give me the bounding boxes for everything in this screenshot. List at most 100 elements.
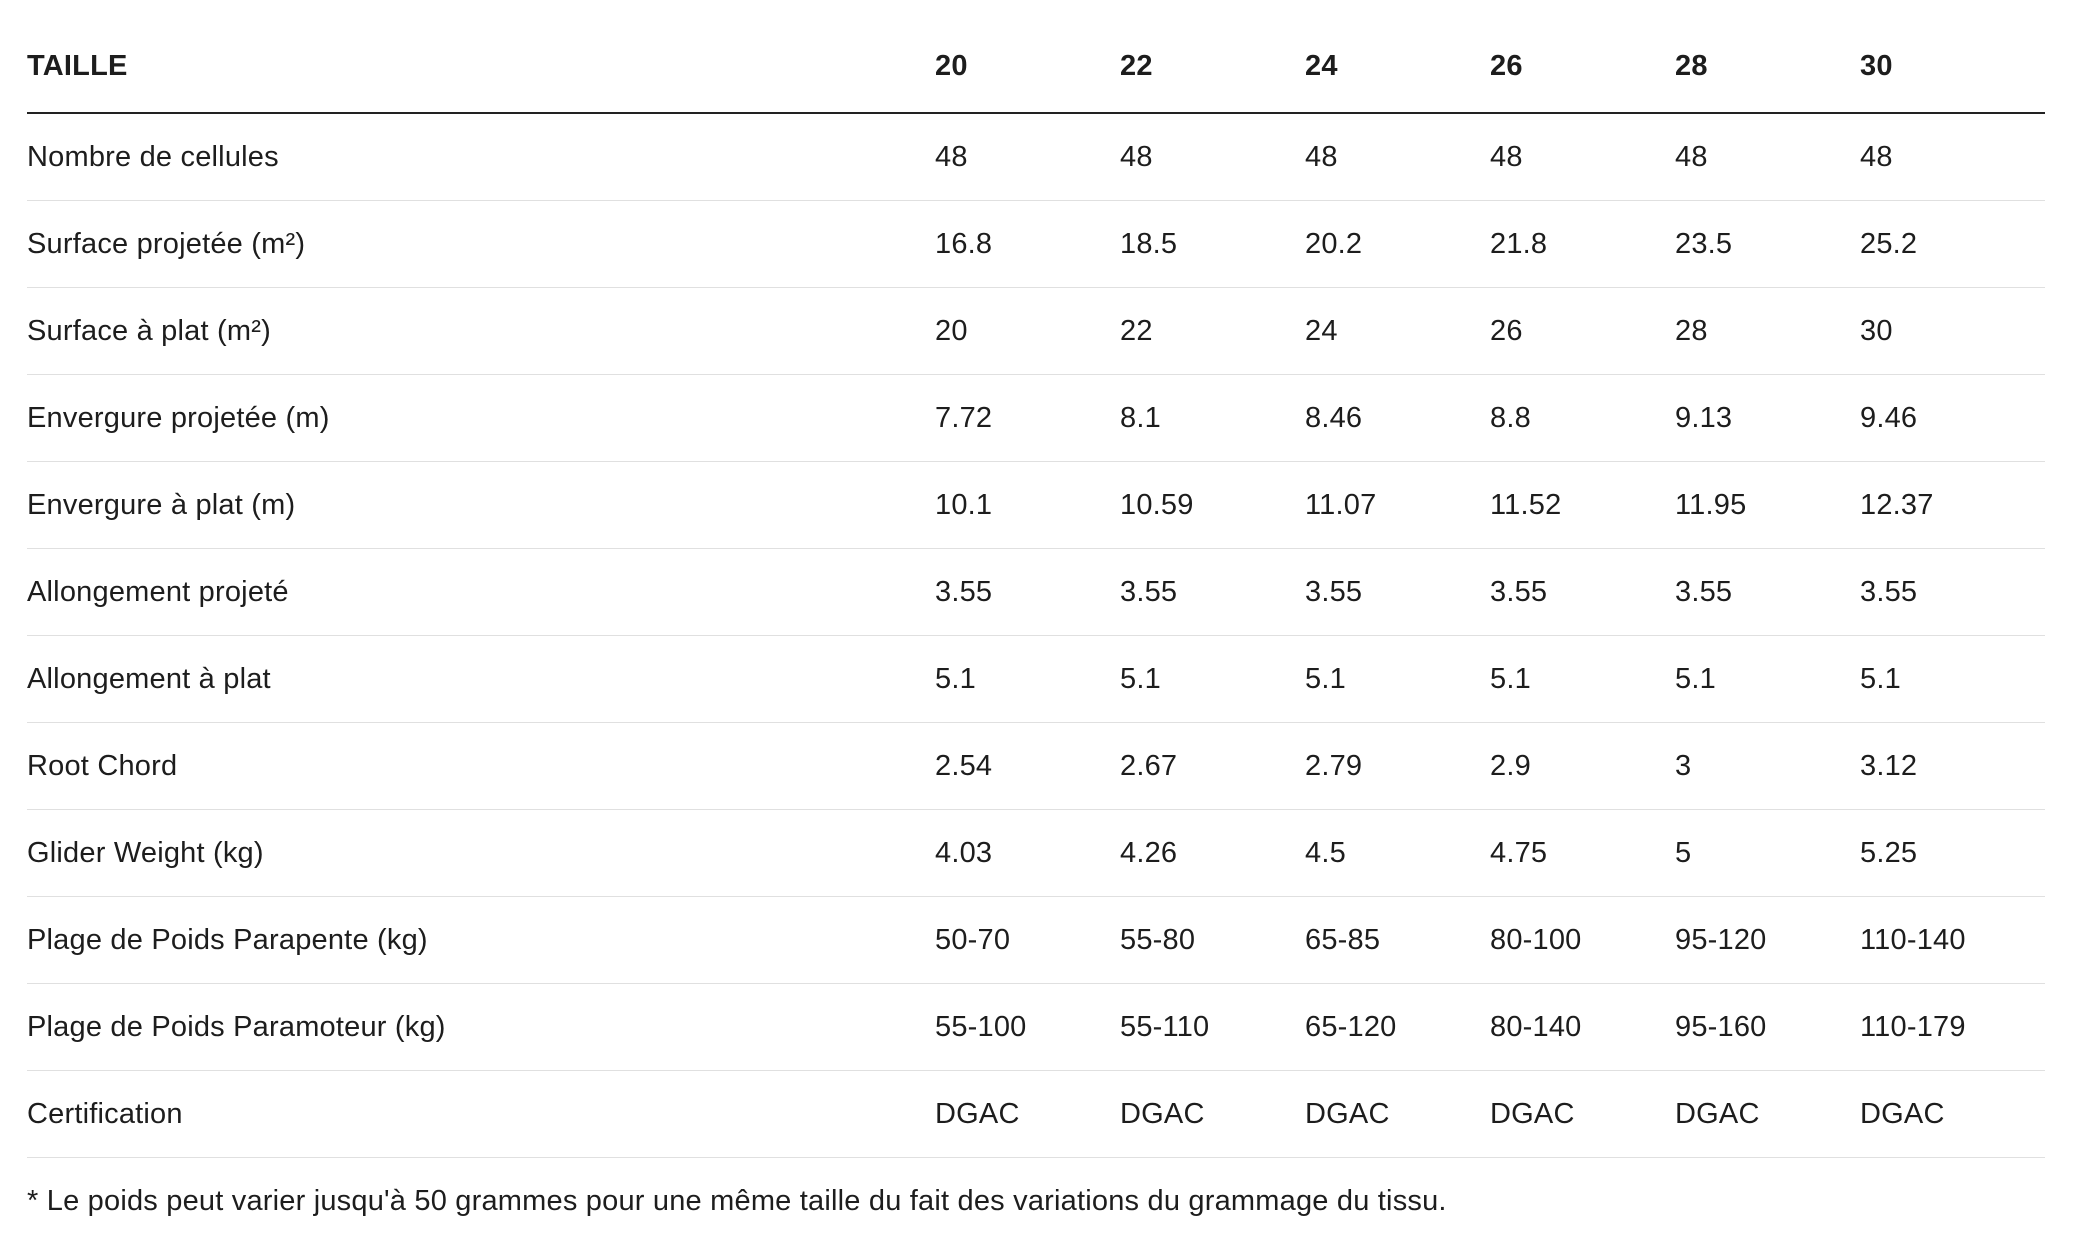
value-cell: 11.52 xyxy=(1490,461,1675,549)
value-cell: 2.9 xyxy=(1490,722,1675,810)
value-cell: 20.2 xyxy=(1305,200,1490,288)
value-cell: 26 xyxy=(1490,287,1675,375)
row-label: Glider Weight (kg) xyxy=(27,809,935,897)
row-label: Allongement projeté xyxy=(27,548,935,636)
table-row: Root Chord 2.54 2.67 2.79 2.9 3 3.12 xyxy=(27,722,2045,810)
value-cell: 8.46 xyxy=(1305,374,1490,462)
row-label: Envergure projetée (m) xyxy=(27,374,935,462)
value-cell: 4.26 xyxy=(1120,809,1305,897)
table-row: Surface projetée (m²) 16.8 18.5 20.2 21.8 23.… xyxy=(27,200,2045,288)
row-label: Envergure à plat (m) xyxy=(27,461,935,549)
value-cell: 65-85 xyxy=(1305,896,1490,984)
value-cell: 11.07 xyxy=(1305,461,1490,549)
header-row: TAILLE 20 22 24 26 28 30 xyxy=(27,20,2045,114)
value-cell: 9.46 xyxy=(1860,374,2045,462)
header-size-cell: 22 xyxy=(1120,20,1305,114)
value-cell: 80-100 xyxy=(1490,896,1675,984)
value-cell: 21.8 xyxy=(1490,200,1675,288)
table-row: Certification DGAC DGAC DGAC DGAC DGAC DGAC xyxy=(27,1070,2045,1158)
table-row: Glider Weight (kg) 4.03 4.26 4.5 4.75 5 5.25 xyxy=(27,809,2045,897)
weight-variation-footnote: * Le poids peut varier jusqu'à 50 gramme… xyxy=(27,1185,1447,1217)
value-cell: DGAC xyxy=(1490,1070,1675,1158)
value-cell: 20 xyxy=(935,287,1120,375)
table-row: Nombre de cellules 48 48 48 48 48 48 xyxy=(27,113,2045,201)
spec-table: TAILLE 20 22 24 26 28 30 Nombre de cellules 48… xyxy=(27,20,2045,1158)
header-size-cell: 28 xyxy=(1675,20,1860,114)
value-cell: 10.1 xyxy=(935,461,1120,549)
table-row: Surface à plat (m²) 20 22 24 26 28 30 xyxy=(27,287,2045,375)
value-cell: 3.12 xyxy=(1860,722,2045,810)
row-label: Surface à plat (m²) xyxy=(27,287,935,375)
value-cell: 65-120 xyxy=(1305,983,1490,1071)
value-cell: 2.54 xyxy=(935,722,1120,810)
value-cell: 22 xyxy=(1120,287,1305,375)
value-cell: 9.13 xyxy=(1675,374,1860,462)
value-cell: 8.8 xyxy=(1490,374,1675,462)
value-cell: 48 xyxy=(1120,113,1305,201)
header-size-cell: 24 xyxy=(1305,20,1490,114)
table-row: Envergure projetée (m) 7.72 8.1 8.46 8.8 9.13… xyxy=(27,374,2045,462)
value-cell: 55-100 xyxy=(935,983,1120,1071)
value-cell: 3.55 xyxy=(1860,548,2045,636)
spec-table-body: Nombre de cellules 48 48 48 48 48 48 Surface pr… xyxy=(27,113,2045,1158)
value-cell: 48 xyxy=(1490,113,1675,201)
header-size-cell: 26 xyxy=(1490,20,1675,114)
value-cell: 48 xyxy=(1305,113,1490,201)
value-cell: 30 xyxy=(1860,287,2045,375)
table-row: Envergure à plat (m) 10.1 10.59 11.07 11.52 1… xyxy=(27,461,2045,549)
value-cell: DGAC xyxy=(1305,1070,1490,1158)
value-cell: 5.1 xyxy=(1305,635,1490,723)
value-cell: 23.5 xyxy=(1675,200,1860,288)
value-cell: 55-80 xyxy=(1120,896,1305,984)
value-cell: 5 xyxy=(1675,809,1860,897)
value-cell: 12.37 xyxy=(1860,461,2045,549)
value-cell: 3.55 xyxy=(1120,548,1305,636)
spec-table-head: TAILLE 20 22 24 26 28 30 xyxy=(27,20,2045,114)
value-cell: 2.67 xyxy=(1120,722,1305,810)
value-cell: DGAC xyxy=(1860,1070,2045,1158)
value-cell: 3.55 xyxy=(935,548,1120,636)
value-cell: 3.55 xyxy=(1305,548,1490,636)
value-cell: 5.1 xyxy=(1675,635,1860,723)
header-size-cell: 20 xyxy=(935,20,1120,114)
value-cell: 10.59 xyxy=(1120,461,1305,549)
value-cell: DGAC xyxy=(1120,1070,1305,1158)
value-cell: 3.55 xyxy=(1675,548,1860,636)
value-cell: 11.95 xyxy=(1675,461,1860,549)
value-cell: 48 xyxy=(935,113,1120,201)
value-cell: 48 xyxy=(1860,113,2045,201)
value-cell: 5.1 xyxy=(1860,635,2045,723)
row-label: Root Chord xyxy=(27,722,935,810)
value-cell: 4.75 xyxy=(1490,809,1675,897)
value-cell: 28 xyxy=(1675,287,1860,375)
value-cell: 7.72 xyxy=(935,374,1120,462)
value-cell: 5.1 xyxy=(1120,635,1305,723)
value-cell: 3 xyxy=(1675,722,1860,810)
value-cell: 95-160 xyxy=(1675,983,1860,1071)
value-cell: 16.8 xyxy=(935,200,1120,288)
table-row: Allongement à plat 5.1 5.1 5.1 5.1 5.1 5.1 xyxy=(27,635,2045,723)
value-cell: 55-110 xyxy=(1120,983,1305,1071)
value-cell: 48 xyxy=(1675,113,1860,201)
row-label: Plage de Poids Paramoteur (kg) xyxy=(27,983,935,1071)
row-label: Allongement à plat xyxy=(27,635,935,723)
table-row: Plage de Poids Paramoteur (kg) 55-100 55-1… xyxy=(27,983,2045,1071)
value-cell: DGAC xyxy=(1675,1070,1860,1158)
value-cell: DGAC xyxy=(935,1070,1120,1158)
value-cell: 18.5 xyxy=(1120,200,1305,288)
value-cell: 8.1 xyxy=(1120,374,1305,462)
value-cell: 4.5 xyxy=(1305,809,1490,897)
header-size-cell: 30 xyxy=(1860,20,2045,114)
value-cell: 4.03 xyxy=(935,809,1120,897)
value-cell: 3.55 xyxy=(1490,548,1675,636)
row-label: Surface projetée (m²) xyxy=(27,200,935,288)
value-cell: 80-140 xyxy=(1490,983,1675,1071)
value-cell: 50-70 xyxy=(935,896,1120,984)
value-cell: 24 xyxy=(1305,287,1490,375)
table-row: Allongement projeté 3.55 3.55 3.55 3.55 3.55 3… xyxy=(27,548,2045,636)
value-cell: 25.2 xyxy=(1860,200,2045,288)
header-label: TAILLE xyxy=(27,20,935,114)
value-cell: 95-120 xyxy=(1675,896,1860,984)
value-cell: 5.1 xyxy=(935,635,1120,723)
